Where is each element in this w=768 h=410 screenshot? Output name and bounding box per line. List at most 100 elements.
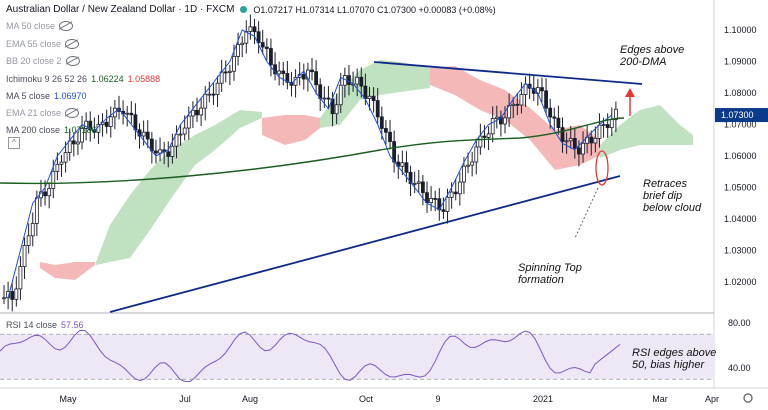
candle-down <box>540 87 544 92</box>
candle-up <box>581 142 585 155</box>
legend-row[interactable]: BB 20 close 2 <box>6 56 80 66</box>
candle-up <box>236 44 240 57</box>
candle-up <box>203 93 208 109</box>
candle-up <box>26 235 31 246</box>
candle-up <box>609 119 614 129</box>
candle-up <box>597 124 602 139</box>
candle-down <box>560 127 565 142</box>
candle-up <box>523 83 528 95</box>
candle-down <box>371 95 376 101</box>
legend-row[interactable]: EMA 21 close <box>6 108 80 118</box>
time-tick-label: Apr <box>705 394 719 404</box>
legend-label: MA 50 close <box>6 21 56 31</box>
candle-up <box>215 82 220 95</box>
live-dot-icon <box>240 6 248 13</box>
collapse-legend-button[interactable]: ^ <box>8 137 20 149</box>
settings-gear-icon[interactable] <box>743 393 753 403</box>
symbol-title[interactable]: Australian Dollar / New Zealand Dollar ·… <box>6 4 235 15</box>
candle-up <box>227 70 232 73</box>
candle-up <box>322 97 327 100</box>
candle-up <box>355 76 360 85</box>
ichimoku-cloud-bear <box>40 262 95 280</box>
candle-up <box>519 94 524 106</box>
annotation-spinning: Spinning Top formation <box>518 262 582 286</box>
candle-up <box>601 124 606 126</box>
hidden-eye-icon[interactable] <box>59 21 74 31</box>
candle-down <box>388 131 392 142</box>
hidden-eye-icon[interactable] <box>65 39 80 49</box>
candle-down <box>10 291 15 300</box>
upper-trendline <box>373 61 643 85</box>
candle-up <box>55 163 60 172</box>
legend-value: 1.07186 <box>64 125 97 135</box>
hidden-eye-icon[interactable] <box>65 108 80 118</box>
candle-down <box>260 42 265 48</box>
price-tick-label: 1.09000 <box>724 57 757 67</box>
candle-up <box>466 164 470 167</box>
candle-down <box>104 121 109 127</box>
legend-label: MA 5 close <box>6 91 51 101</box>
candle-down <box>145 131 150 140</box>
candle-up <box>277 70 282 75</box>
candle-up <box>18 266 23 290</box>
ma200-line <box>0 117 625 185</box>
candle-down <box>433 198 438 200</box>
time-tick-label: May <box>59 394 77 404</box>
candle-up <box>367 95 372 99</box>
legend-label: EMA 55 close <box>6 39 62 49</box>
candle-up <box>186 115 191 129</box>
candle-up <box>568 138 573 142</box>
legend-row[interactable]: EMA 55 close <box>6 39 80 49</box>
rsi-band <box>0 334 714 380</box>
candle-up <box>67 140 72 153</box>
candle-up <box>63 152 68 163</box>
candle-up <box>478 135 483 148</box>
candle-down <box>223 71 228 74</box>
time-tick-label: Mar <box>652 394 668 404</box>
candle-down <box>359 76 364 87</box>
candle-down <box>552 116 557 119</box>
legend-value: 1.06224 <box>91 74 124 84</box>
legend-row[interactable]: MA 5 close 1.06970 <box>6 91 87 101</box>
candle-up <box>76 141 80 145</box>
legend-label: BB 20 close 2 <box>6 56 62 66</box>
candle-down <box>129 112 134 116</box>
candle-down <box>605 124 610 129</box>
candle-down <box>314 71 319 86</box>
chart-title-bar: Australian Dollar / New Zealand Dollar ·… <box>6 4 496 15</box>
candle-down <box>252 26 257 33</box>
candle-down <box>195 109 199 116</box>
candle-down <box>482 135 487 138</box>
ichimoku-cloud-bull <box>320 60 430 128</box>
candle-down <box>211 93 216 96</box>
candle-up <box>22 245 27 267</box>
candle-up <box>613 108 618 121</box>
candle-down <box>375 100 380 118</box>
candle-down <box>256 31 261 43</box>
candle-up <box>494 116 499 119</box>
legend-row[interactable]: Ichimoku 9 26 52 26 1.06224 1.05888 <box>6 74 160 84</box>
ichimoku-cloud-bull <box>600 105 693 158</box>
candle-up <box>30 223 35 237</box>
candle-up <box>457 181 462 195</box>
legend-label: EMA 21 close <box>6 108 62 118</box>
candle-up <box>490 118 495 135</box>
candle-down <box>71 140 76 145</box>
candle-up <box>593 137 598 144</box>
candle-up <box>244 31 249 44</box>
legend-row[interactable]: MA 200 close 1.07186 <box>6 125 97 135</box>
ichimoku-cloud-bear <box>430 66 600 170</box>
candle-down <box>281 70 286 74</box>
candle-up <box>445 196 450 212</box>
hidden-eye-icon[interactable] <box>65 56 80 66</box>
rsi-line <box>0 329 621 382</box>
candle-down <box>589 136 594 144</box>
candle-up <box>564 140 569 143</box>
price-tick-label: 1.03000 <box>724 246 757 256</box>
candle-down <box>548 107 553 118</box>
candle-down <box>515 103 520 106</box>
legend-row[interactable]: MA 50 close <box>6 21 74 31</box>
candle-down <box>363 85 368 99</box>
price-tick-label: 1.02000 <box>724 277 757 287</box>
